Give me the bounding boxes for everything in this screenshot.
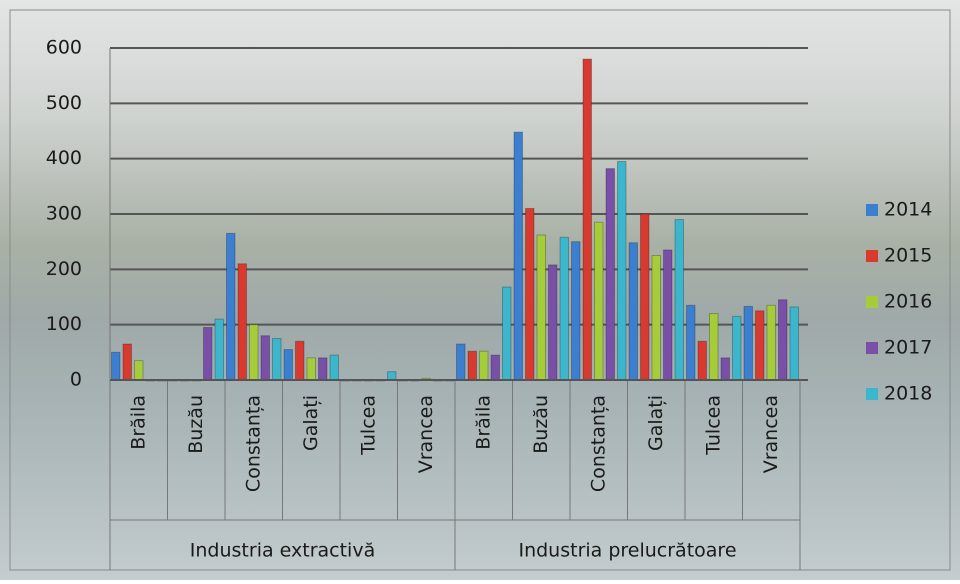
y-tick-label: 200 [46, 258, 82, 280]
bar [605, 168, 615, 381]
bar [226, 232, 236, 381]
bar [295, 340, 305, 381]
y-tick-label: 400 [46, 147, 82, 169]
legend-label: 2014 [884, 199, 932, 221]
chart-border [9, 9, 951, 571]
bar [283, 349, 293, 381]
y-tick-label: 500 [46, 92, 82, 114]
x-tick-label: Tulcea [702, 395, 724, 456]
bar [674, 219, 684, 381]
legend-label: 2018 [884, 383, 932, 405]
legend-swatch [866, 204, 878, 216]
x-tick-label: Brăila [127, 395, 149, 450]
legend-swatch [866, 250, 878, 262]
bar [214, 318, 224, 381]
bar [582, 58, 592, 381]
bar [559, 236, 569, 381]
bar [318, 357, 328, 381]
bar [456, 343, 466, 381]
bar [111, 351, 121, 381]
bar [571, 241, 581, 381]
bar [490, 354, 500, 381]
legend-swatch [866, 388, 878, 400]
bar [548, 264, 558, 381]
x-tick-label: Vrancea [760, 395, 782, 473]
x-tick-label: Galați [645, 395, 667, 451]
y-tick-label: 100 [46, 313, 82, 335]
y-tick-label: 600 [46, 37, 82, 59]
bar [697, 340, 707, 381]
bar [203, 326, 213, 381]
bar [387, 371, 397, 381]
x-tick-label: Buzău [185, 395, 207, 454]
x-tick-label: Galați [300, 395, 322, 451]
bar [536, 234, 546, 381]
bar [502, 286, 512, 381]
bar [755, 310, 765, 381]
bar [778, 299, 788, 381]
bar [743, 305, 753, 381]
x-tick-label: Constanța [587, 395, 609, 492]
bar [640, 213, 650, 381]
bar [237, 263, 247, 381]
y-tick-label: 300 [46, 203, 82, 225]
bar [594, 221, 604, 381]
bar [272, 338, 282, 381]
legend-swatch [866, 296, 878, 308]
bar [628, 242, 638, 381]
bar [720, 357, 730, 381]
bar [663, 249, 673, 381]
bar [766, 304, 776, 381]
y-tick-label: 0 [70, 369, 82, 391]
bar [249, 324, 259, 381]
x-tick-label: Vrancea [415, 395, 437, 473]
bar [525, 207, 535, 381]
bar [789, 306, 799, 381]
bar [479, 350, 489, 381]
x-tick-label: Constanța [242, 395, 264, 492]
x-tick-label: Tulcea [357, 395, 379, 456]
bar [709, 313, 719, 381]
legend-label: 2016 [884, 291, 932, 313]
bar [306, 357, 316, 381]
bar [329, 354, 339, 381]
x-tick-label: Buzău [530, 395, 552, 454]
bar [651, 255, 661, 381]
legend-swatch [866, 342, 878, 354]
bar [467, 350, 477, 381]
bar [732, 315, 742, 381]
bar [513, 131, 523, 381]
group-label: Industria prelucrătoare [518, 540, 736, 562]
legend-label: 2017 [884, 337, 932, 359]
x-tick-label: Brăila [472, 395, 494, 450]
bar [617, 160, 627, 381]
group-label: Industria extractivă [190, 540, 375, 562]
bar [122, 343, 132, 381]
bar [134, 360, 144, 381]
bar [260, 335, 270, 381]
legend-label: 2015 [884, 245, 932, 267]
bar [686, 304, 696, 381]
